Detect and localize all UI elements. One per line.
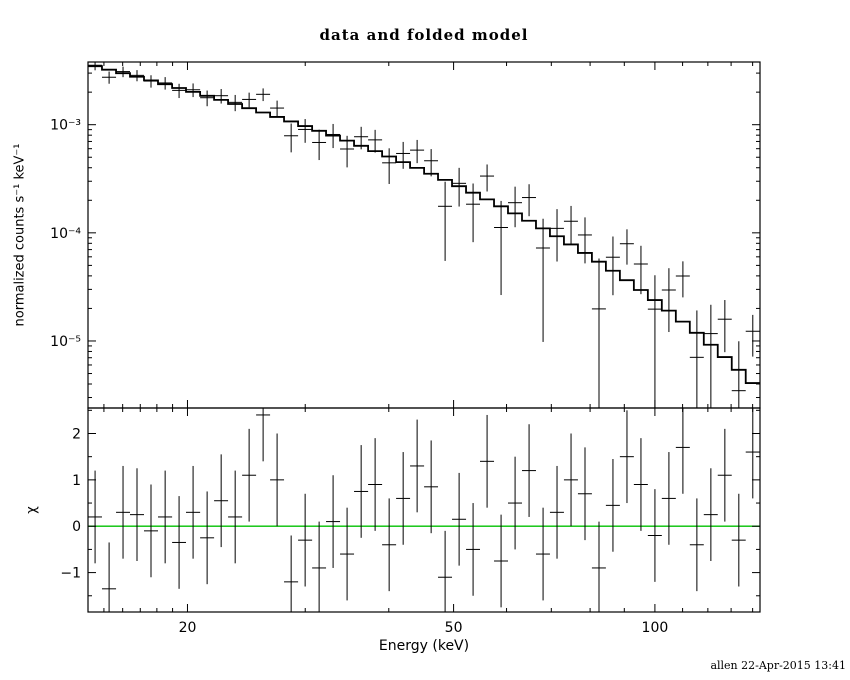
- residual-data-series: [88, 408, 760, 612]
- axis-ticks: [88, 62, 760, 612]
- model-step-line: [88, 65, 760, 384]
- chart-title: data and folded model: [319, 26, 529, 44]
- y-tick-label-top: 10⁻⁴: [50, 226, 81, 242]
- y-axis-label-bottom: χ: [24, 506, 40, 514]
- x-tick-label: 100: [642, 620, 669, 636]
- y-tick-label-bottom: −1: [60, 566, 81, 582]
- axis-tick-labels: 20 50 100 10⁻³ 10⁻⁴ 10⁻⁵ −1 0 1 2: [50, 118, 668, 636]
- y-tick-label-bottom: 0: [72, 519, 81, 535]
- y-axis-label-top: normalized counts s⁻¹ keV⁻¹: [12, 143, 28, 327]
- spectrum-data-series: [88, 62, 760, 408]
- x-axis-label: Energy (keV): [378, 638, 470, 654]
- residual-panel-content: [88, 408, 760, 612]
- residual-panel-frame: [87, 407, 761, 613]
- y-tick-label-top: 10⁻⁵: [50, 334, 81, 350]
- y-tick-label-bottom: 1: [72, 473, 81, 489]
- spectrum-panel-frame: [87, 61, 761, 409]
- timestamp-watermark: allen 22-Apr-2015 13:41: [710, 659, 846, 672]
- y-tick-label-top: 10⁻³: [50, 118, 81, 134]
- y-tick-label-bottom: 2: [72, 427, 81, 443]
- x-tick-label: 20: [179, 620, 197, 636]
- spectrum-panel-content: [88, 62, 760, 408]
- x-tick-label: 50: [445, 620, 463, 636]
